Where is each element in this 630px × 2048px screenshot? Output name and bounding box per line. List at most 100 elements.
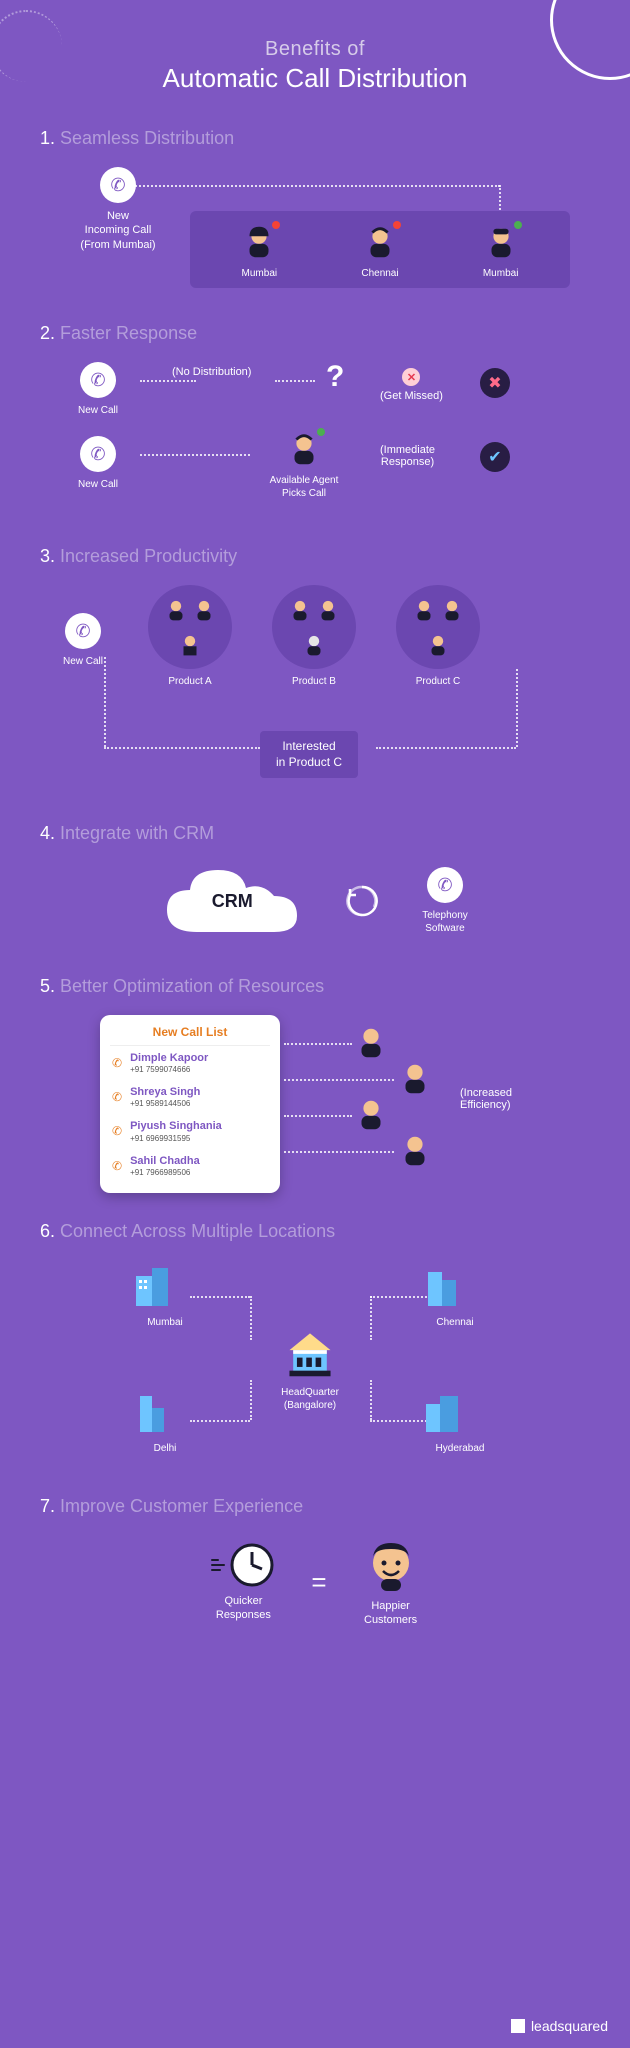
- section-2-num: 2.: [40, 323, 55, 343]
- product-circle: [148, 585, 232, 669]
- section-3-num: 3.: [40, 546, 55, 566]
- phone-icon: ✆: [100, 167, 136, 203]
- section-2-title: 2. Faster Response: [40, 323, 590, 344]
- building-icon: [130, 1390, 176, 1436]
- section-1: 1. Seamless Distribution ✆ New Incoming …: [0, 128, 630, 297]
- contact-name: Dimple Kapoor: [130, 1052, 208, 1065]
- agent-mumbai-1: Mumbai: [240, 223, 278, 280]
- section-5-text: Better Optimization of Resources: [60, 976, 324, 996]
- contact-name: Piyush Singhania: [130, 1120, 222, 1133]
- section-1-num: 1.: [40, 128, 55, 148]
- agent-label: Chennai: [361, 267, 399, 280]
- page-subtitle: Benefits of: [0, 38, 630, 61]
- decorative-dots-top-left: [0, 10, 50, 70]
- dotted-connector: [284, 1079, 394, 1081]
- efficiency-label: (Increased Efficiency): [460, 1087, 512, 1111]
- phone-small-icon: ✆: [112, 1124, 122, 1138]
- phone-icon: ✆: [80, 362, 116, 398]
- phone-small-icon: ✆: [112, 1056, 122, 1070]
- product-c-node: Product C: [396, 585, 480, 688]
- dotted-connector: [250, 1380, 252, 1420]
- speed-lines-icon: [211, 1559, 225, 1571]
- product-label: Product C: [396, 675, 480, 688]
- agents-panel: Mumbai Chennai Mumbai: [190, 211, 570, 288]
- city-hyderabad-node: Hyderabad: [420, 1390, 500, 1455]
- agent-picks-label: Available Agent Picks Call: [254, 474, 354, 500]
- contact-name: Shreya Singh: [130, 1086, 200, 1099]
- product-a-node: Product A: [148, 585, 232, 688]
- agent-avatar-icon: [396, 1131, 434, 1169]
- city-label: Hyderabad: [420, 1442, 500, 1455]
- building-icon: [420, 1390, 466, 1436]
- quicker-node: Quicker Responses: [211, 1542, 275, 1623]
- crm-cloud-icon: CRM: [162, 862, 302, 940]
- newcall-label: New Call: [58, 404, 138, 417]
- card-title: New Call List: [110, 1025, 270, 1046]
- hq-node: HeadQuarter (Bangalore): [250, 1324, 370, 1412]
- section-5-title: 5. Better Optimization of Resources: [40, 976, 590, 997]
- section-1-title: 1. Seamless Distribution: [40, 128, 590, 149]
- agent-label: Mumbai: [482, 267, 520, 280]
- agent-chennai: Chennai: [361, 223, 399, 280]
- section-4-text: Integrate with CRM: [60, 823, 214, 843]
- section-7: 7. Improve Customer Experience Quicker R…: [0, 1496, 630, 1628]
- contact-phone: +91 7966989506: [130, 1168, 200, 1177]
- section-1-text: Seamless Distribution: [60, 128, 234, 148]
- section-3: 3. Increased Productivity ✆ New Call Pro…: [0, 546, 630, 805]
- section-6-text: Connect Across Multiple Locations: [60, 1221, 335, 1241]
- agent-avatar-icon: [352, 1095, 390, 1133]
- phone-icon: ✆: [427, 867, 463, 903]
- happier-node: Happier Customers: [363, 1537, 419, 1628]
- fail-badge-icon: ✖: [480, 368, 510, 398]
- city-label: Chennai: [420, 1316, 490, 1329]
- section-4: 4. Integrate with CRM CRM ✆ Telephony So…: [0, 823, 630, 940]
- dotted-connector: [275, 380, 315, 382]
- brand-name: leadsquared: [531, 2018, 608, 2034]
- dotted-connector: [516, 669, 518, 747]
- agent-avatar-icon: [396, 1059, 434, 1097]
- x-icon: ✕: [402, 368, 420, 386]
- section-3-text: Increased Productivity: [60, 546, 237, 566]
- agent-avatar-icon: [352, 1023, 390, 1061]
- footer-brand: leadsquared: [511, 2018, 608, 2034]
- product-circle: [272, 585, 356, 669]
- dotted-connector: [104, 747, 260, 749]
- page-title: Automatic Call Distribution: [0, 63, 630, 94]
- city-chennai-node: Chennai: [420, 1264, 490, 1329]
- building-icon: [420, 1264, 466, 1310]
- section-7-text: Improve Customer Experience: [60, 1496, 303, 1516]
- dotted-connector: [370, 1380, 372, 1420]
- missed-label: (Get Missed): [380, 390, 443, 402]
- hq-label: HeadQuarter (Bangalore): [250, 1386, 370, 1412]
- product-label: Product B: [272, 675, 356, 688]
- contact-phone: +91 9589144506: [130, 1099, 200, 1108]
- section-5-num: 5.: [40, 976, 55, 996]
- crm-label: CRM: [162, 862, 302, 940]
- equals-icon: =: [311, 1567, 326, 1598]
- missed-node: ✕ (Get Missed): [380, 368, 443, 402]
- contact-phone: +91 7599074666: [130, 1065, 208, 1074]
- happy-face-icon: [363, 1537, 419, 1593]
- section-6: 6. Connect Across Multiple Locations Hea…: [0, 1221, 630, 1480]
- dotted-connector: [284, 1151, 394, 1153]
- agent-mumbai-2: Mumbai: [482, 223, 520, 280]
- contact-name: Sahil Chadha: [130, 1155, 200, 1168]
- dotted-connector: [140, 380, 196, 382]
- clock-icon: [229, 1542, 275, 1588]
- hq-icon: [282, 1324, 338, 1380]
- contact-phone: +91 6969931595: [130, 1134, 222, 1143]
- immediate-label: (Immediate Response): [380, 444, 435, 468]
- call-list-item: ✆ Piyush Singhania+91 6969931595: [110, 1114, 270, 1148]
- dotted-connector: [370, 1296, 372, 1340]
- product-b-node: Product B: [272, 585, 356, 688]
- telephony-label: Telephony Software: [422, 909, 468, 935]
- newcall-label: New Call: [58, 478, 138, 491]
- section-6-title: 6. Connect Across Multiple Locations: [40, 1221, 590, 1242]
- section-2: 2. Faster Response ✆ New Call (No Distri…: [0, 323, 630, 522]
- newcall-node: ✆ New Call: [48, 613, 118, 668]
- city-delhi-node: Delhi: [130, 1390, 200, 1455]
- page-header: Benefits of Automatic Call Distribution: [0, 0, 630, 94]
- question-mark-icon: ?: [326, 360, 344, 394]
- dotted-connector: [284, 1043, 352, 1045]
- product-label: Product A: [148, 675, 232, 688]
